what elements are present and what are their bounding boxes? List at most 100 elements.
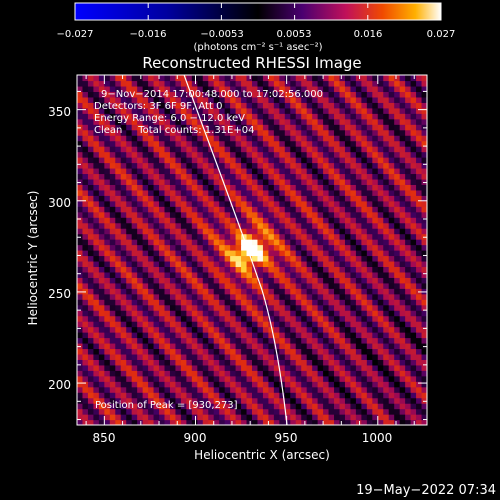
heatmap-cell [350, 118, 357, 125]
heatmap-cell [257, 233, 264, 240]
heatmap-cell [87, 337, 95, 344]
heatmap-cell [131, 419, 138, 425]
heatmap-cell [383, 162, 390, 169]
heatmap-cell [169, 146, 177, 153]
heatmap-cell [350, 293, 357, 300]
heatmap-cell [208, 364, 215, 371]
heatmap-cell [323, 299, 330, 306]
heatmap-cell [312, 151, 319, 158]
heatmap-cell [290, 146, 297, 153]
heatmap-cell [421, 102, 427, 109]
heatmap-cell [104, 151, 111, 158]
heatmap-cell [120, 397, 127, 404]
heatmap-cell [290, 75, 297, 82]
heatmap-cell [197, 250, 204, 257]
heatmap-cell [131, 222, 138, 229]
heatmap-cell [339, 239, 346, 246]
heatmap-cell [290, 228, 297, 235]
heatmap-cell [344, 282, 352, 289]
heatmap-cell [191, 222, 198, 229]
heatmap-cell [372, 107, 379, 114]
heatmap-cell [301, 173, 308, 180]
heatmap-cell [186, 282, 193, 289]
heatmap-cell [350, 233, 357, 240]
heatmap-cell [416, 321, 423, 328]
heatmap-cell [126, 414, 133, 421]
heatmap-cell [399, 157, 406, 164]
heatmap-cell [202, 146, 209, 153]
heatmap-cell [98, 353, 105, 360]
heatmap-cell [175, 85, 182, 93]
heatmap-cell [257, 381, 264, 388]
heatmap-cell [421, 414, 427, 421]
heatmap-cell [355, 282, 362, 289]
heatmap-cell [262, 96, 270, 103]
heatmap-cell [230, 222, 237, 229]
heatmap-cell [169, 386, 177, 393]
heatmap-cell [279, 271, 286, 278]
heatmap-cell [115, 386, 122, 393]
heatmap-cell [405, 337, 412, 344]
heatmap-cell [312, 315, 319, 322]
heatmap-cell [246, 135, 253, 142]
heatmap-cell [224, 167, 231, 175]
heatmap-cell [416, 118, 423, 125]
heatmap-cell [355, 266, 362, 273]
heatmap-cell [410, 250, 417, 257]
heatmap-cell [131, 178, 138, 185]
heatmap-cell [109, 255, 116, 262]
heatmap-cell [219, 80, 226, 87]
heatmap-cell [405, 178, 412, 185]
heatmap-cell [98, 337, 105, 344]
heatmap-cell [295, 96, 302, 103]
heatmap-cell [246, 271, 253, 278]
heatmap-cell [191, 228, 198, 235]
heatmap-cell [421, 288, 427, 295]
heatmap-cell [148, 271, 155, 278]
heatmap-cell [306, 102, 313, 109]
heatmap-cell [202, 310, 209, 317]
heatmap-cell [295, 348, 302, 355]
heatmap-cell [355, 189, 362, 196]
heatmap-cell [268, 206, 275, 213]
heatmap-cell [399, 211, 406, 218]
heatmap-cell [213, 151, 220, 158]
heatmap-cell [284, 91, 291, 98]
heatmap-cell [120, 157, 127, 164]
heatmap-cell [246, 244, 253, 251]
heatmap-cell [383, 381, 390, 388]
heatmap-cell [175, 206, 182, 213]
heatmap-cell [180, 408, 187, 415]
heatmap-cell [312, 277, 319, 284]
heatmap-cell [186, 167, 193, 175]
heatmap-cell [344, 124, 352, 131]
heatmap-cell [180, 135, 187, 142]
heatmap-cell [301, 222, 308, 229]
heatmap-cell [257, 206, 264, 213]
heatmap-cell [421, 184, 427, 191]
heatmap-cell [241, 282, 248, 289]
heatmap-cell [295, 408, 302, 415]
heatmap-cell [366, 228, 373, 235]
heatmap-cell [306, 370, 313, 377]
heatmap-cell [98, 167, 105, 175]
heatmap-cell [284, 124, 291, 131]
heatmap-cell [153, 266, 160, 273]
heatmap-cell [186, 326, 193, 333]
heatmap-cell [109, 299, 116, 306]
heatmap-cell [306, 260, 313, 268]
heatmap-cell [416, 260, 423, 268]
heatmap-cell [213, 364, 220, 371]
heatmap-cell [405, 200, 412, 207]
heatmap-cell [191, 337, 198, 344]
heatmap-cell [98, 359, 105, 366]
heatmap-cell [383, 217, 390, 224]
heatmap-cell [273, 200, 280, 207]
heatmap-cell [328, 381, 335, 388]
heatmap-cell [137, 250, 144, 257]
heatmap-cell [290, 118, 297, 125]
heatmap-cell [126, 403, 133, 410]
heatmap-cell [284, 299, 291, 306]
heatmap-cell [284, 195, 291, 202]
heatmap-cell [383, 151, 390, 158]
